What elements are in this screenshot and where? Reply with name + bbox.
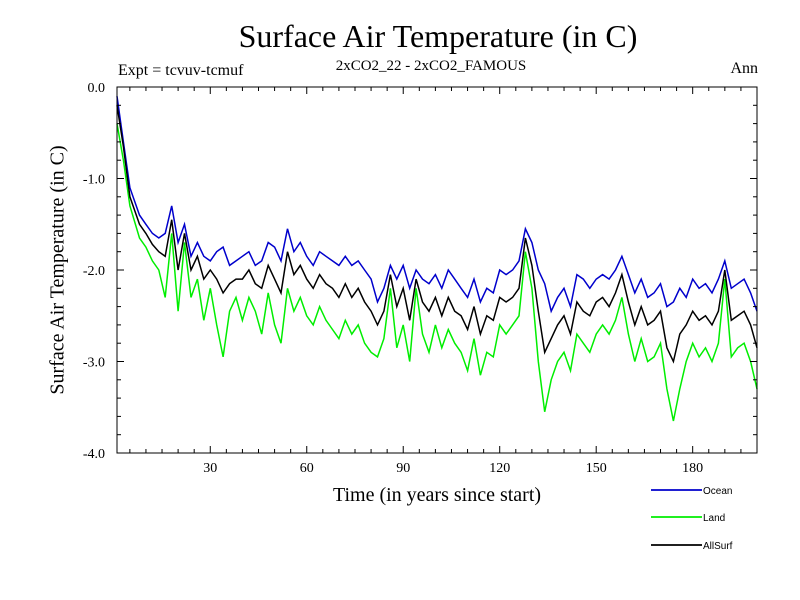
legend-label-ocean: Ocean [703,486,732,497]
y-tick-label: -2.0 [83,264,105,279]
x-tick-label: 30 [203,461,217,476]
x-tick-label: 150 [586,461,607,476]
x-tick-label: 60 [300,461,314,476]
experiment-label: Expt = tcvuv-tcmuf [118,62,244,79]
plot-frame [116,86,758,454]
series-line-ocean [116,96,758,314]
x-axis-label: Time (in years since start) [332,484,542,506]
series-line-land [116,123,758,422]
x-tick-label: 90 [396,461,410,476]
series-line-allsurf [116,105,758,364]
y-tick-label: 0.0 [88,81,106,96]
legend-label-land: Land [703,513,725,524]
x-tick-label: 120 [489,461,510,476]
y-tick-label: -4.0 [83,447,105,462]
y-tick-label: -1.0 [83,173,105,188]
y-tick-label: -3.0 [83,356,105,371]
x-tick-label: 180 [682,461,703,476]
period-label: Ann [730,60,758,77]
legend-label-allsurf: AllSurf [703,541,733,552]
chart-title: Surface Air Temperature (in C) [238,18,638,54]
chart-subtitle: 2xCO2_22 - 2xCO2_FAMOUS [335,58,527,74]
